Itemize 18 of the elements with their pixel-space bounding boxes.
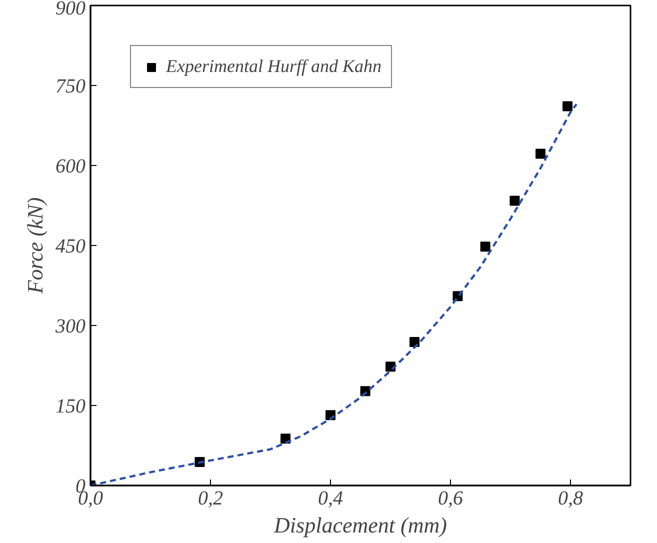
point: [562, 101, 572, 112]
legend-label: Experimental Hurff and Kahn: [166, 56, 382, 77]
y-tick-label: 150: [56, 396, 86, 418]
x-axis-title: Displacement (mm): [273, 512, 447, 538]
y-tick-label: 750: [56, 76, 86, 98]
x-tick-label: 0,8: [558, 488, 583, 510]
point: [410, 337, 420, 348]
y-tick-label: 450: [56, 236, 86, 258]
y-tick-label: 300: [54, 316, 86, 338]
point: [536, 148, 546, 159]
point: [480, 242, 490, 252]
y-tick-label: 600: [56, 156, 86, 178]
x-tick-label: 0,6: [438, 488, 463, 510]
y-tick-label: 900: [56, 0, 86, 20]
point: [510, 196, 520, 206]
y-axis-title: Force (kN): [22, 197, 48, 295]
x-tick-label: 0,4: [318, 488, 343, 510]
x-tick-label: 0,2: [198, 488, 223, 510]
